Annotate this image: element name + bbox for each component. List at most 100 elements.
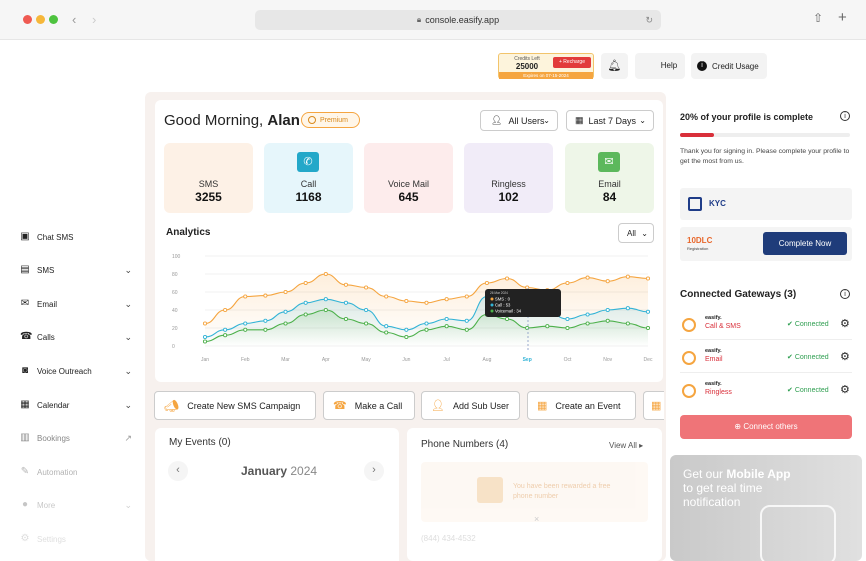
users-filter-dropdown[interactable]: 👤︎ All Users ⌄ (480, 110, 558, 131)
gear-icon[interactable]: ⚙ (840, 318, 850, 330)
more-actions-button[interactable]: ▦ (643, 391, 664, 420)
complete-now-button[interactable]: Complete Now (763, 232, 847, 255)
info-icon[interactable]: i (840, 111, 850, 121)
minimize-window-button[interactable] (36, 15, 45, 24)
help-label: Help (660, 61, 678, 70)
promo-line-1: Get our Mobile App (683, 467, 791, 481)
phone-illustration (760, 505, 836, 561)
data-point-call (625, 306, 630, 311)
next-month-button[interactable]: › (364, 461, 384, 481)
greeting-heading: Good Morning, Alan (164, 112, 300, 129)
x-tick-label: Jun (402, 357, 410, 363)
y-tick-label: 40 (172, 308, 178, 314)
data-point-sms (504, 276, 510, 281)
sidebar-item-label: Chat SMS (37, 232, 74, 242)
data-point-sms (404, 298, 409, 304)
data-point-call (243, 321, 248, 326)
mobile-app-promo[interactable]: Get our Mobile App to get real time noti… (670, 455, 862, 561)
back-icon[interactable]: ‹ (72, 12, 77, 27)
events-title: My Events (0) (169, 437, 231, 448)
profile-progress-fill (680, 133, 714, 137)
view-all-link[interactable]: View All ▸ (609, 441, 643, 450)
data-point-sms (424, 300, 429, 305)
stat-value: 645 (398, 190, 419, 204)
data-point-sms (263, 293, 268, 298)
date-range-dropdown[interactable]: ▦ Last 7 Days ⌄ (566, 110, 654, 131)
sidebar-item-automation[interactable]: ✎ Automation (20, 462, 132, 482)
sidebar-item-email[interactable]: ✉ Email ⌄ (20, 294, 132, 314)
data-point-call (263, 318, 268, 323)
gear-icon[interactable]: ⚙ (840, 351, 850, 363)
sidebar-item-voice-outreach[interactable]: ◙ Voice Outreach ⌄ (20, 361, 132, 381)
check-circle-icon: ✔ (787, 387, 793, 394)
maximize-window-button[interactable] (49, 15, 58, 24)
add-sub-user-button[interactable]: 👤︎ Add Sub User (421, 391, 520, 420)
create-sms-campaign-button[interactable]: 📣︎ Create New SMS Campaign (154, 391, 316, 420)
sidebar-item-chat-sms[interactable]: ▣ Chat SMS (20, 227, 132, 247)
notifications-bell-icon[interactable]: 🔔︎ (601, 53, 628, 79)
stat-card-voice-mail[interactable]: Voice Mail 645 (364, 143, 453, 213)
data-point-voicemail (223, 333, 228, 338)
megaphone-icon: 📣︎ (164, 398, 180, 413)
address-bar[interactable]: 🔒︎ console.easify.app ↻ (255, 10, 661, 30)
connect-others-button[interactable]: ⊕ Connect others (680, 415, 852, 439)
gateway-status: ✔ Connected (787, 353, 829, 361)
sidebar-item-bookings[interactable]: ▥ Bookings ↗ (20, 428, 132, 448)
credits-value: 25000 (515, 62, 539, 71)
close-window-button[interactable] (23, 15, 32, 24)
make-call-button[interactable]: ☎ Make a Call (323, 391, 415, 420)
forward-icon[interactable]: › (92, 12, 97, 27)
credit-usage-button[interactable]: i Credit Usage (691, 53, 767, 79)
data-point-voicemail (444, 324, 449, 329)
sidebar-item-sms[interactable]: ▤ SMS ⌄ (20, 260, 132, 280)
x-tick-label: Nov (603, 357, 612, 363)
data-point-sms (565, 280, 570, 286)
x-tick-label: Jan (201, 357, 209, 363)
gateway-brand: easify. (705, 348, 722, 354)
gateways-card: Connected Gateways (3) i easify. Call & … (670, 277, 862, 447)
recharge-button[interactable]: + Recharge (553, 57, 591, 68)
action-label: Create New SMS Campaign (187, 400, 301, 411)
gateway-status-label: Connected (794, 354, 829, 361)
stat-card-ringless[interactable]: Ringless 102 (464, 143, 553, 213)
stat-card-email[interactable]: ✉ Email 84 (565, 143, 654, 213)
data-point-call (323, 297, 328, 302)
data-point-voicemail (364, 321, 369, 326)
data-point-sms (444, 297, 449, 302)
stat-card-sms[interactable]: SMS 3255 (164, 143, 253, 213)
create-event-button[interactable]: ▦ Create an Event (527, 391, 636, 420)
sidebar-item-more[interactable]: ● More ⌄ (20, 495, 132, 515)
stat-card-call[interactable]: ✆ Call 1168 (264, 143, 353, 213)
data-point-call (565, 316, 570, 322)
data-point-call (424, 321, 429, 326)
sidebar-item-label: SMS (37, 265, 55, 275)
chevron-down-icon: ⌄ (543, 116, 550, 125)
sidebar-item-calendar[interactable]: ▦ Calendar ⌄ (20, 395, 132, 415)
help-button[interactable]: Help (635, 53, 685, 79)
profile-card: 20% of your profile is complete i Thank … (670, 100, 862, 269)
reload-icon[interactable]: ↻ (645, 15, 653, 25)
stat-label: SMS (198, 179, 219, 189)
kyc-item[interactable]: KYC (680, 188, 852, 220)
data-point-voicemail (303, 312, 308, 317)
new-tab-icon[interactable]: + (838, 9, 847, 26)
promo-text: Get our Mobile App to get real time noti… (683, 467, 791, 509)
sidebar-item-calls[interactable]: ☎ Calls ⌄ (20, 327, 132, 347)
sidebar-item-settings[interactable]: ⚙ Settings (20, 529, 132, 549)
x-tick-label: Oct (564, 357, 572, 363)
x-tick-label: Dec (644, 357, 653, 363)
gear-icon[interactable]: ⚙ (840, 384, 850, 396)
close-icon[interactable]: × (534, 514, 540, 524)
prev-month-button[interactable]: ‹ (168, 461, 188, 481)
x-tick-label: Sep (523, 357, 532, 363)
credits-widget[interactable]: Credits Left 25000 + Recharge Expires on… (498, 53, 594, 79)
info-icon[interactable]: i (840, 289, 850, 299)
gift-icon: ▦ (651, 400, 662, 412)
share-icon[interactable]: ⇧ (813, 11, 824, 25)
data-point-voicemail (263, 327, 268, 332)
plus-circle-icon: ⊕ (734, 422, 742, 431)
email-icon: ✉ (598, 152, 620, 172)
gateway-status-label: Connected (794, 387, 829, 394)
action-label: Create an Event (555, 400, 621, 411)
analytics-filter-dropdown[interactable]: All ⌄ (618, 223, 654, 243)
